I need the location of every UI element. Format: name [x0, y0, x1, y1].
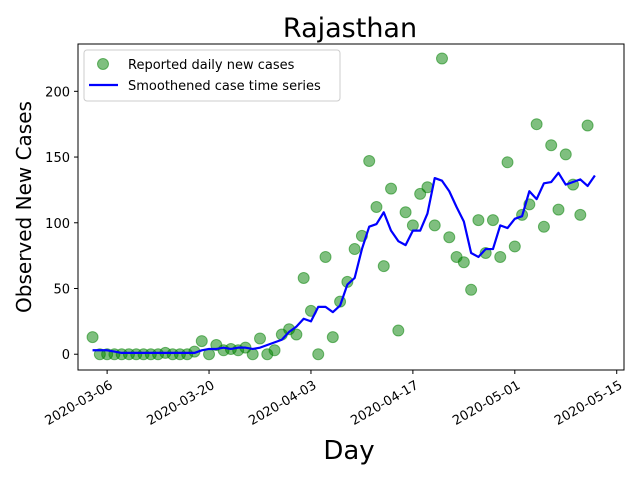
- data-point: [385, 182, 398, 195]
- data-point: [399, 206, 412, 219]
- x-tick-label: 2020-05-01: [450, 378, 523, 429]
- data-point: [479, 247, 492, 260]
- data-point: [537, 220, 550, 233]
- x-tick-label: 2020-04-17: [348, 378, 421, 429]
- data-point: [195, 335, 208, 348]
- data-point: [406, 219, 419, 232]
- legend: Reported daily new cases Smoothened case…: [83, 49, 341, 102]
- data-point: [246, 348, 259, 361]
- x-tick-label: 2020-03-20: [144, 378, 217, 429]
- x-tick-label: 2020-05-15: [552, 378, 625, 429]
- y-tick-label: 0: [62, 348, 70, 363]
- data-point: [530, 118, 543, 131]
- y-tick-label: 150: [45, 151, 70, 166]
- legend-marker-scatter: [97, 58, 109, 70]
- y-tick-label: 100: [45, 217, 70, 232]
- data-point: [312, 348, 325, 361]
- data-point: [363, 154, 376, 167]
- axes: 0 50 100 150 200 2020-03-06 2020-03-20 2020-04-…: [43, 85, 626, 429]
- data-point: [436, 52, 448, 65]
- data-point: [290, 328, 303, 341]
- data-point: [486, 214, 499, 227]
- data-point: [348, 243, 361, 256]
- y-axis-title: Observed New Cases: [12, 101, 36, 313]
- data-point: [581, 119, 594, 132]
- data-point: [545, 139, 558, 152]
- plot-frame: [77, 43, 625, 371]
- legend-label-scatter: Reported daily new cases: [128, 58, 295, 73]
- data-point: [465, 283, 478, 296]
- x-tick-label: 2020-04-03: [246, 378, 319, 429]
- legend-label-line: Smoothened case time series: [128, 79, 321, 94]
- y-tick-label: 200: [45, 85, 70, 100]
- data-point: [552, 203, 565, 216]
- plot-marks: [86, 52, 596, 361]
- data-point: [392, 324, 405, 337]
- data-point: [370, 201, 383, 213]
- data-point: [428, 219, 441, 232]
- data-point: [501, 156, 514, 169]
- data-point: [326, 331, 339, 344]
- data-point: [457, 256, 470, 269]
- series-line: [92, 171, 596, 355]
- data-point: [574, 208, 587, 221]
- x-axis-title: Day: [323, 436, 374, 466]
- y-tick-label: 50: [53, 283, 70, 298]
- data-point: [508, 240, 521, 253]
- x-tick-label: 2020-03-06: [43, 378, 116, 429]
- data-point: [254, 332, 266, 345]
- data-point: [377, 260, 390, 273]
- legend-box: [83, 49, 341, 102]
- chart-title: Rajasthan: [283, 13, 417, 44]
- data-point: [494, 250, 507, 263]
- data-point: [268, 344, 281, 357]
- data-point: [443, 231, 456, 244]
- data-point: [297, 271, 310, 284]
- data-point: [472, 214, 485, 227]
- data-point: [319, 250, 332, 263]
- data-point: [86, 331, 99, 344]
- data-point: [559, 148, 572, 161]
